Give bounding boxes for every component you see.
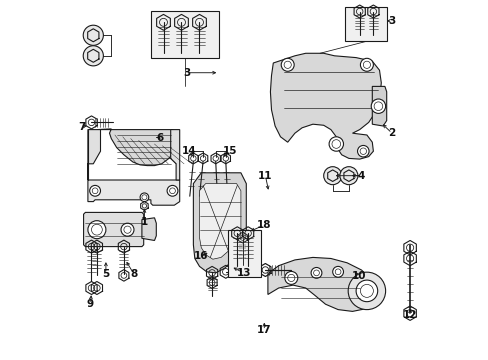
Circle shape xyxy=(284,271,297,284)
Text: 11: 11 xyxy=(258,171,272,181)
Text: 1: 1 xyxy=(141,217,148,228)
Circle shape xyxy=(347,272,385,310)
Polygon shape xyxy=(88,130,101,180)
Polygon shape xyxy=(270,53,381,159)
Bar xyxy=(151,11,219,58)
Circle shape xyxy=(121,223,134,236)
Circle shape xyxy=(370,99,385,113)
Text: 7: 7 xyxy=(78,122,85,132)
Circle shape xyxy=(355,280,377,302)
Circle shape xyxy=(167,185,178,196)
Text: 3: 3 xyxy=(387,16,395,26)
Polygon shape xyxy=(193,173,246,273)
Text: 6: 6 xyxy=(156,132,163,143)
Polygon shape xyxy=(199,184,241,259)
Polygon shape xyxy=(88,180,179,205)
Text: 14: 14 xyxy=(181,146,196,156)
Circle shape xyxy=(328,137,343,151)
Polygon shape xyxy=(97,129,178,166)
Circle shape xyxy=(310,267,321,278)
Text: 4: 4 xyxy=(357,171,365,181)
Circle shape xyxy=(281,58,294,71)
Text: 13: 13 xyxy=(236,268,250,278)
Text: 8: 8 xyxy=(130,269,137,279)
Circle shape xyxy=(332,266,343,277)
Bar xyxy=(228,230,260,277)
Polygon shape xyxy=(371,86,386,126)
Circle shape xyxy=(323,167,341,185)
Circle shape xyxy=(357,145,368,157)
Circle shape xyxy=(83,25,103,45)
Circle shape xyxy=(88,221,106,239)
Text: 5: 5 xyxy=(102,269,109,279)
Text: 2: 2 xyxy=(387,128,395,138)
Text: 9: 9 xyxy=(87,299,94,309)
Bar xyxy=(345,7,386,41)
Polygon shape xyxy=(142,218,156,240)
Circle shape xyxy=(83,46,103,66)
Polygon shape xyxy=(267,257,375,311)
Text: 15: 15 xyxy=(223,146,237,156)
Text: 17: 17 xyxy=(257,325,271,336)
Circle shape xyxy=(89,185,101,196)
Text: 18: 18 xyxy=(257,220,271,230)
Circle shape xyxy=(339,167,357,185)
Text: 3: 3 xyxy=(183,68,190,78)
Polygon shape xyxy=(83,212,143,247)
Text: 16: 16 xyxy=(193,251,207,261)
Text: 12: 12 xyxy=(402,310,416,320)
Circle shape xyxy=(140,193,148,202)
Circle shape xyxy=(360,58,373,71)
Text: 10: 10 xyxy=(351,271,366,282)
Polygon shape xyxy=(170,130,179,180)
